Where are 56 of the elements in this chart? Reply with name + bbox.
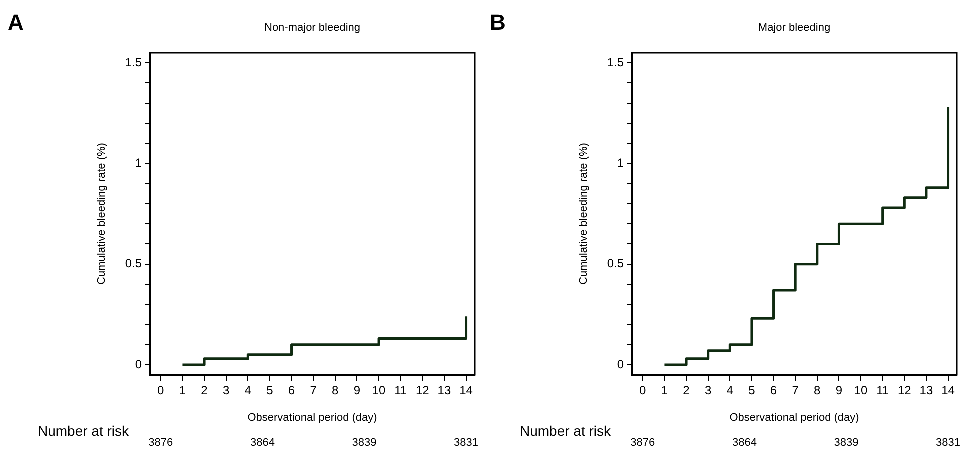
x-tick-label: 8 (332, 384, 340, 398)
x-tick-label: 5 (748, 384, 756, 398)
x-tick-label: 13 (438, 384, 452, 398)
y-tick-label: 0 (135, 357, 142, 372)
x-tick-label: 11 (394, 384, 408, 398)
x-tick-label: 3 (705, 384, 712, 398)
x-tick-label: 6 (288, 384, 296, 398)
y-tick-label: 1 (617, 156, 624, 170)
text: 3876 (630, 437, 656, 450)
x-tick-label: 14 (460, 384, 474, 398)
y-tick-label: 0 (617, 357, 624, 372)
text: 3864 (732, 437, 757, 450)
x-tick-label: 0 (640, 384, 647, 398)
text: 3876 (148, 437, 174, 450)
x-tick-label: 9 (354, 384, 361, 398)
y-tick-label: 0.5 (607, 256, 624, 271)
text: B (490, 10, 506, 36)
x-tick-label: 0 (158, 384, 165, 398)
x-tick-label: 7 (310, 384, 318, 398)
y-axis-title: Cumulative bleeding rate (%) (96, 143, 108, 285)
text: Number at risk (38, 422, 130, 439)
text: Number at risk (520, 422, 612, 439)
chart-title: Non-major bleeding (264, 22, 360, 34)
x-tick-label: 11 (876, 384, 890, 398)
y-tick-label: 0.5 (125, 256, 142, 271)
x-tick-label: 9 (836, 384, 843, 398)
x-tick-label: 12 (898, 384, 912, 398)
y-axis-title: Cumulative bleeding rate (%) (578, 143, 590, 285)
x-tick-label: 5 (266, 384, 274, 398)
x-tick-label: 10 (372, 384, 386, 398)
text: 3839 (834, 437, 859, 450)
x-tick-label: 1 (661, 384, 668, 398)
x-tick-label: 1 (179, 384, 186, 398)
text: 3831 (936, 437, 961, 450)
x-tick-label: 13 (920, 384, 934, 398)
x-tick-label: 6 (770, 384, 778, 398)
x-axis-title: Observational period (day) (248, 412, 378, 424)
text: 3839 (352, 437, 377, 450)
x-tick-label: 7 (792, 384, 800, 398)
y-tick-label: 1.5 (607, 55, 624, 70)
x-tick-label: 4 (726, 384, 734, 398)
y-tick-label: 1.5 (125, 55, 142, 70)
x-tick-label: 8 (814, 384, 822, 398)
x-tick-label: 10 (854, 384, 868, 398)
y-tick-label: 1 (135, 156, 142, 170)
x-tick-label: 2 (201, 384, 208, 398)
text: 3831 (454, 437, 479, 450)
text: 3864 (250, 437, 275, 450)
x-tick-label: 3 (223, 384, 230, 398)
text: A (8, 10, 24, 36)
x-tick-label: 14 (942, 384, 956, 398)
x-axis-title: Observational period (day) (730, 412, 860, 424)
x-tick-label: 2 (683, 384, 690, 398)
x-tick-label: 12 (416, 384, 430, 398)
x-tick-label: 4 (244, 384, 252, 398)
chart-title: Major bleeding (758, 22, 831, 34)
